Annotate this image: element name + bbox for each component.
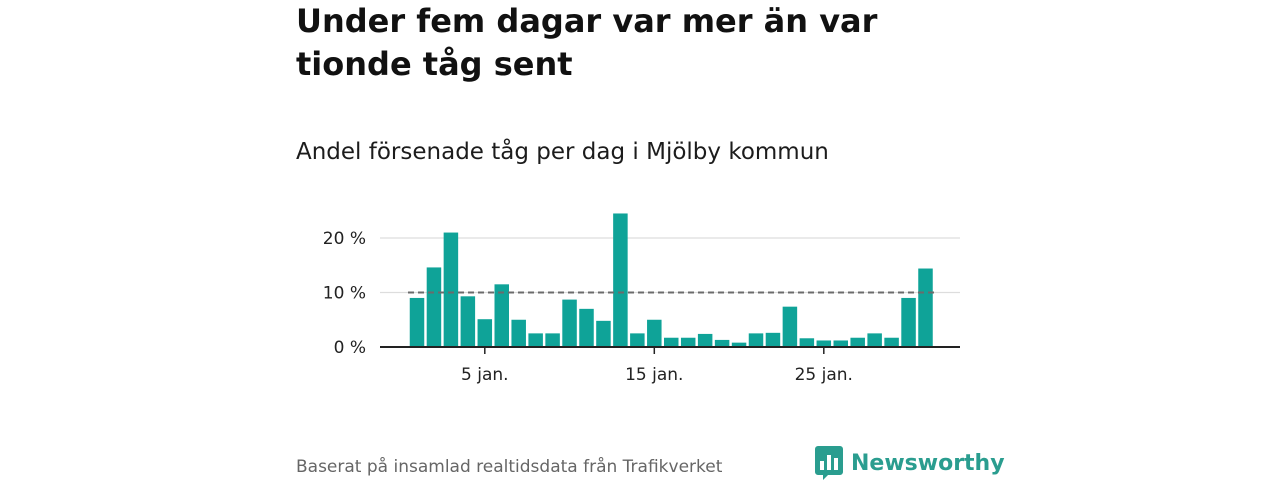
bar xyxy=(460,296,476,347)
bar xyxy=(409,297,425,347)
bar xyxy=(630,333,645,347)
y-tick-label: 10 % xyxy=(323,284,366,304)
bar xyxy=(579,308,594,347)
newsworthy-logo[interactable]: Newsworthy xyxy=(815,446,1005,480)
y-tick-label: 20 % xyxy=(323,229,366,249)
axes: 0 % 10 % 20 % 5 jan. 15 jan. 25 jan. xyxy=(323,229,960,385)
bar xyxy=(799,338,815,347)
x-tick-label: 25 jan. xyxy=(795,365,853,385)
bar xyxy=(850,337,865,347)
bars xyxy=(409,213,933,347)
bar xyxy=(680,337,696,347)
bar xyxy=(697,333,713,347)
bar xyxy=(901,297,916,347)
bar xyxy=(884,337,899,347)
bar xyxy=(426,267,442,347)
bar xyxy=(562,299,577,347)
bar xyxy=(782,306,798,347)
bar xyxy=(494,284,509,347)
chart-subtitle: Andel försenade tåg per dag i Mjölby kom… xyxy=(296,139,829,165)
bar-chart: 0 % 10 % 20 % 5 jan. 15 jan. 25 jan. xyxy=(323,213,960,385)
bar xyxy=(867,333,882,347)
bar xyxy=(918,268,933,347)
newsworthy-logo-text: Newsworthy xyxy=(851,450,1005,476)
chart-title: Under fem dagar var mer än var tionde tå… xyxy=(296,2,878,83)
bar xyxy=(664,337,679,347)
x-tick-label: 15 jan. xyxy=(625,365,683,385)
bar xyxy=(714,339,730,347)
bar xyxy=(816,340,832,347)
bar xyxy=(596,320,611,347)
bar xyxy=(613,213,628,347)
bar xyxy=(647,319,662,347)
newsworthy-logo-icon xyxy=(815,446,843,480)
bar xyxy=(765,332,781,347)
gridlines xyxy=(380,237,960,294)
bar xyxy=(443,232,459,347)
y-tick-label: 0 % xyxy=(334,338,366,358)
bar xyxy=(731,342,747,347)
bar xyxy=(528,333,543,347)
x-tick-label: 5 jan. xyxy=(461,365,509,385)
bar xyxy=(545,333,560,347)
bar xyxy=(511,319,526,347)
bar xyxy=(748,333,764,347)
source-note: Baserat på insamlad realtidsdata från Tr… xyxy=(296,457,723,477)
bar xyxy=(833,340,848,347)
bar xyxy=(477,319,493,347)
